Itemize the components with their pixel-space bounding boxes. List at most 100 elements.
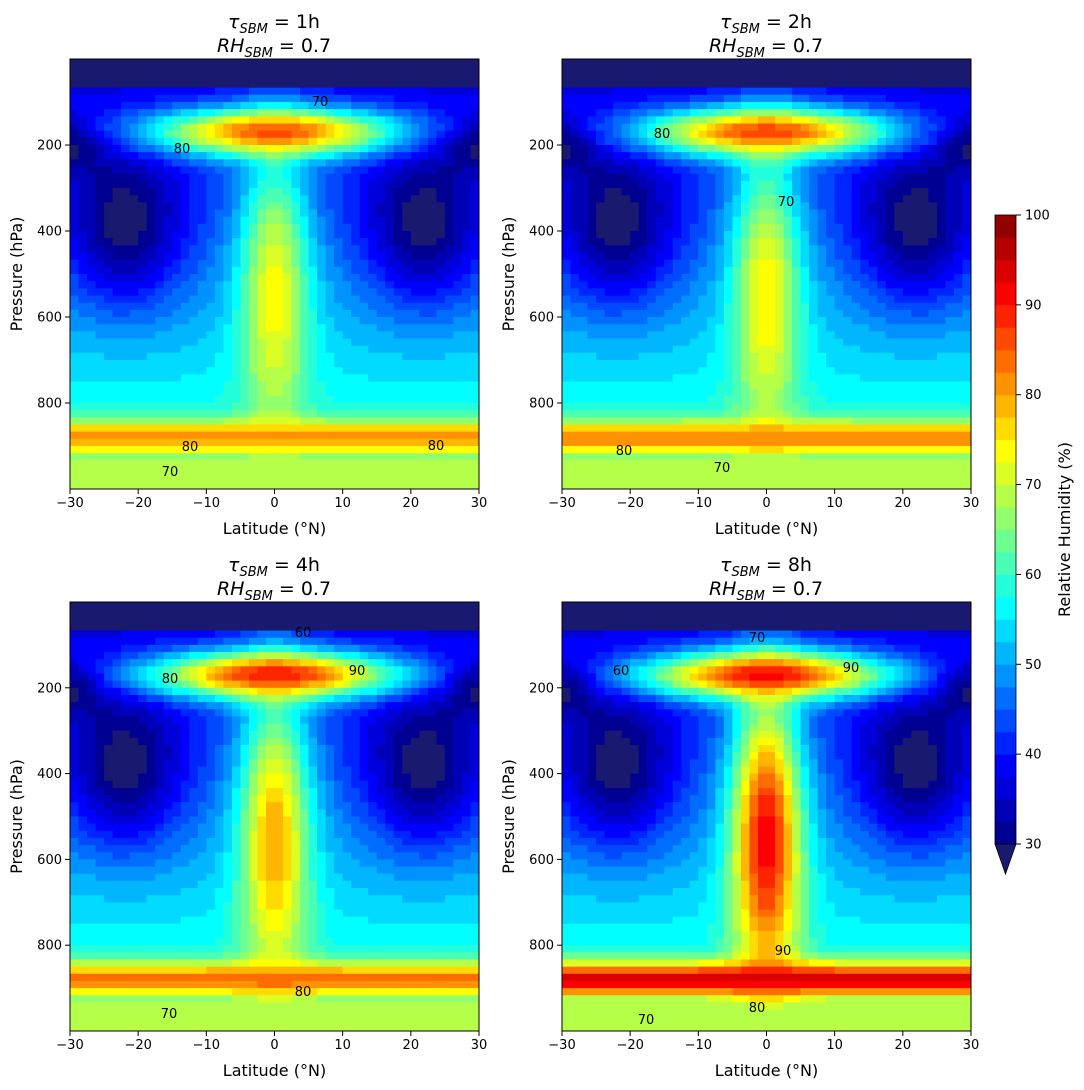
y-tick-label: 200 (37, 681, 62, 696)
colorbar-label: Relative Humidity (%) (1055, 442, 1074, 617)
x-tick-label: 30 (963, 1038, 980, 1053)
x-tick-label: −30 (548, 496, 575, 511)
x-tick-label: 20 (895, 496, 912, 511)
contour-label: 90 (843, 661, 860, 676)
y-tick-label: 600 (529, 853, 554, 868)
contour-label: 70 (749, 631, 766, 646)
y-tick-label: 800 (37, 939, 62, 954)
colorbar-tick-label: 100 (1025, 209, 1050, 224)
colorbar-tick-label: 90 (1025, 298, 1042, 313)
contour-label: 90 (349, 664, 366, 679)
y-axis-label: Pressure (hPa) (499, 217, 518, 332)
colorbar: 30 40 50 60 70 80 90 100 Relative Humidity (%) (994, 209, 1074, 876)
y-tick-label: 200 (37, 139, 62, 154)
y-tick-label: 200 (529, 139, 554, 154)
x-tick-label: 20 (403, 496, 420, 511)
x-tick-label: −10 (685, 496, 712, 511)
x-tick-label: −20 (124, 1038, 151, 1053)
x-tick-label: 10 (826, 496, 843, 511)
contour-label: 60 (613, 664, 630, 679)
contour-label: 60 (295, 626, 312, 641)
x-axis-label: Latitude (°N) (223, 519, 326, 538)
colorbar-tick-label: 30 (1025, 838, 1042, 853)
x-tick-label: 30 (963, 496, 980, 511)
contour-label: 70 (161, 1007, 178, 1022)
x-tick-label: 0 (270, 1038, 278, 1053)
x-tick-label: 30 (471, 1038, 488, 1053)
x-tick-label: 0 (762, 1038, 770, 1053)
contour-fill (562, 602, 971, 1031)
panel-title-line1: τSBM = 1h (228, 11, 320, 37)
colorbar-tick-label: 70 (1025, 478, 1042, 493)
x-tick-label: 20 (895, 1038, 912, 1053)
x-tick-label: 0 (270, 496, 278, 511)
contour-label: 80 (174, 142, 191, 157)
contour-label: 90 (775, 944, 792, 959)
y-tick-label: 600 (529, 311, 554, 326)
x-tick-label: −20 (124, 496, 151, 511)
y-axis-label: Pressure (hPa) (7, 759, 26, 874)
panel-title-line2: RHSBM = 0.7 (709, 578, 823, 604)
contour-label: 80 (182, 440, 199, 455)
contour-label: 80 (654, 127, 671, 142)
contour-fill (70, 602, 479, 1031)
x-tick-label: −10 (193, 1038, 220, 1053)
x-tick-label: 10 (334, 496, 351, 511)
colorbar-extend-triangle (994, 843, 1017, 876)
y-tick-label: 800 (37, 397, 62, 412)
y-tick-label: 600 (37, 853, 62, 868)
x-tick-label: 0 (762, 496, 770, 511)
panel-title-line2: RHSBM = 0.7 (709, 35, 823, 61)
x-tick-label: 20 (403, 1038, 420, 1053)
x-axis-label: Latitude (°N) (223, 1061, 326, 1080)
x-tick-label: 10 (826, 1038, 843, 1053)
panel-title-line1: τSBM = 2h (720, 11, 812, 37)
contour-label: 70 (312, 95, 329, 110)
x-tick-label: −10 (685, 1038, 712, 1053)
x-tick-label: −30 (56, 1038, 83, 1053)
contour-fill (562, 59, 971, 489)
y-tick-label: 800 (529, 397, 554, 412)
y-tick-label: 400 (529, 767, 554, 782)
colorbar-tick-label: 50 (1025, 658, 1042, 673)
contour-label: 80 (162, 672, 179, 687)
contour-label: 70 (714, 461, 731, 476)
contour-label: 80 (616, 444, 633, 459)
y-tick-label: 400 (37, 767, 62, 782)
x-axis-label: Latitude (°N) (715, 1061, 818, 1080)
y-tick-label: 200 (529, 681, 554, 696)
x-tick-label: −20 (616, 1038, 643, 1053)
contour-label: 70 (162, 465, 179, 480)
colorbar-tick-label: 80 (1025, 388, 1042, 403)
contour-label: 80 (295, 985, 312, 1000)
contour-label: 80 (428, 439, 445, 454)
y-axis-label: Pressure (hPa) (499, 759, 518, 874)
x-tick-label: −30 (56, 496, 83, 511)
contour-label: 70 (778, 195, 795, 210)
x-tick-label: −10 (193, 496, 220, 511)
colorbar-tick-label: 60 (1025, 568, 1042, 583)
colorbar-tick-label: 40 (1025, 748, 1042, 763)
x-tick-label: 30 (471, 496, 488, 511)
panel-title-line2: RHSBM = 0.7 (217, 578, 331, 604)
y-tick-label: 600 (37, 311, 62, 326)
x-tick-label: 10 (334, 1038, 351, 1053)
panel-title-line1: τSBM = 4h (228, 554, 320, 580)
contour-label: 70 (638, 1013, 655, 1028)
x-tick-label: −20 (616, 496, 643, 511)
x-axis-label: Latitude (°N) (715, 519, 818, 538)
contour-fill (70, 59, 479, 489)
panel-title-line2: RHSBM = 0.7 (217, 35, 331, 61)
y-tick-label: 800 (529, 939, 554, 954)
panel-title-line1: τSBM = 8h (720, 554, 812, 580)
contour-label: 80 (749, 1001, 766, 1016)
y-axis-label: Pressure (hPa) (7, 217, 26, 332)
y-tick-label: 400 (529, 225, 554, 240)
x-tick-label: −30 (548, 1038, 575, 1053)
y-tick-label: 400 (37, 225, 62, 240)
